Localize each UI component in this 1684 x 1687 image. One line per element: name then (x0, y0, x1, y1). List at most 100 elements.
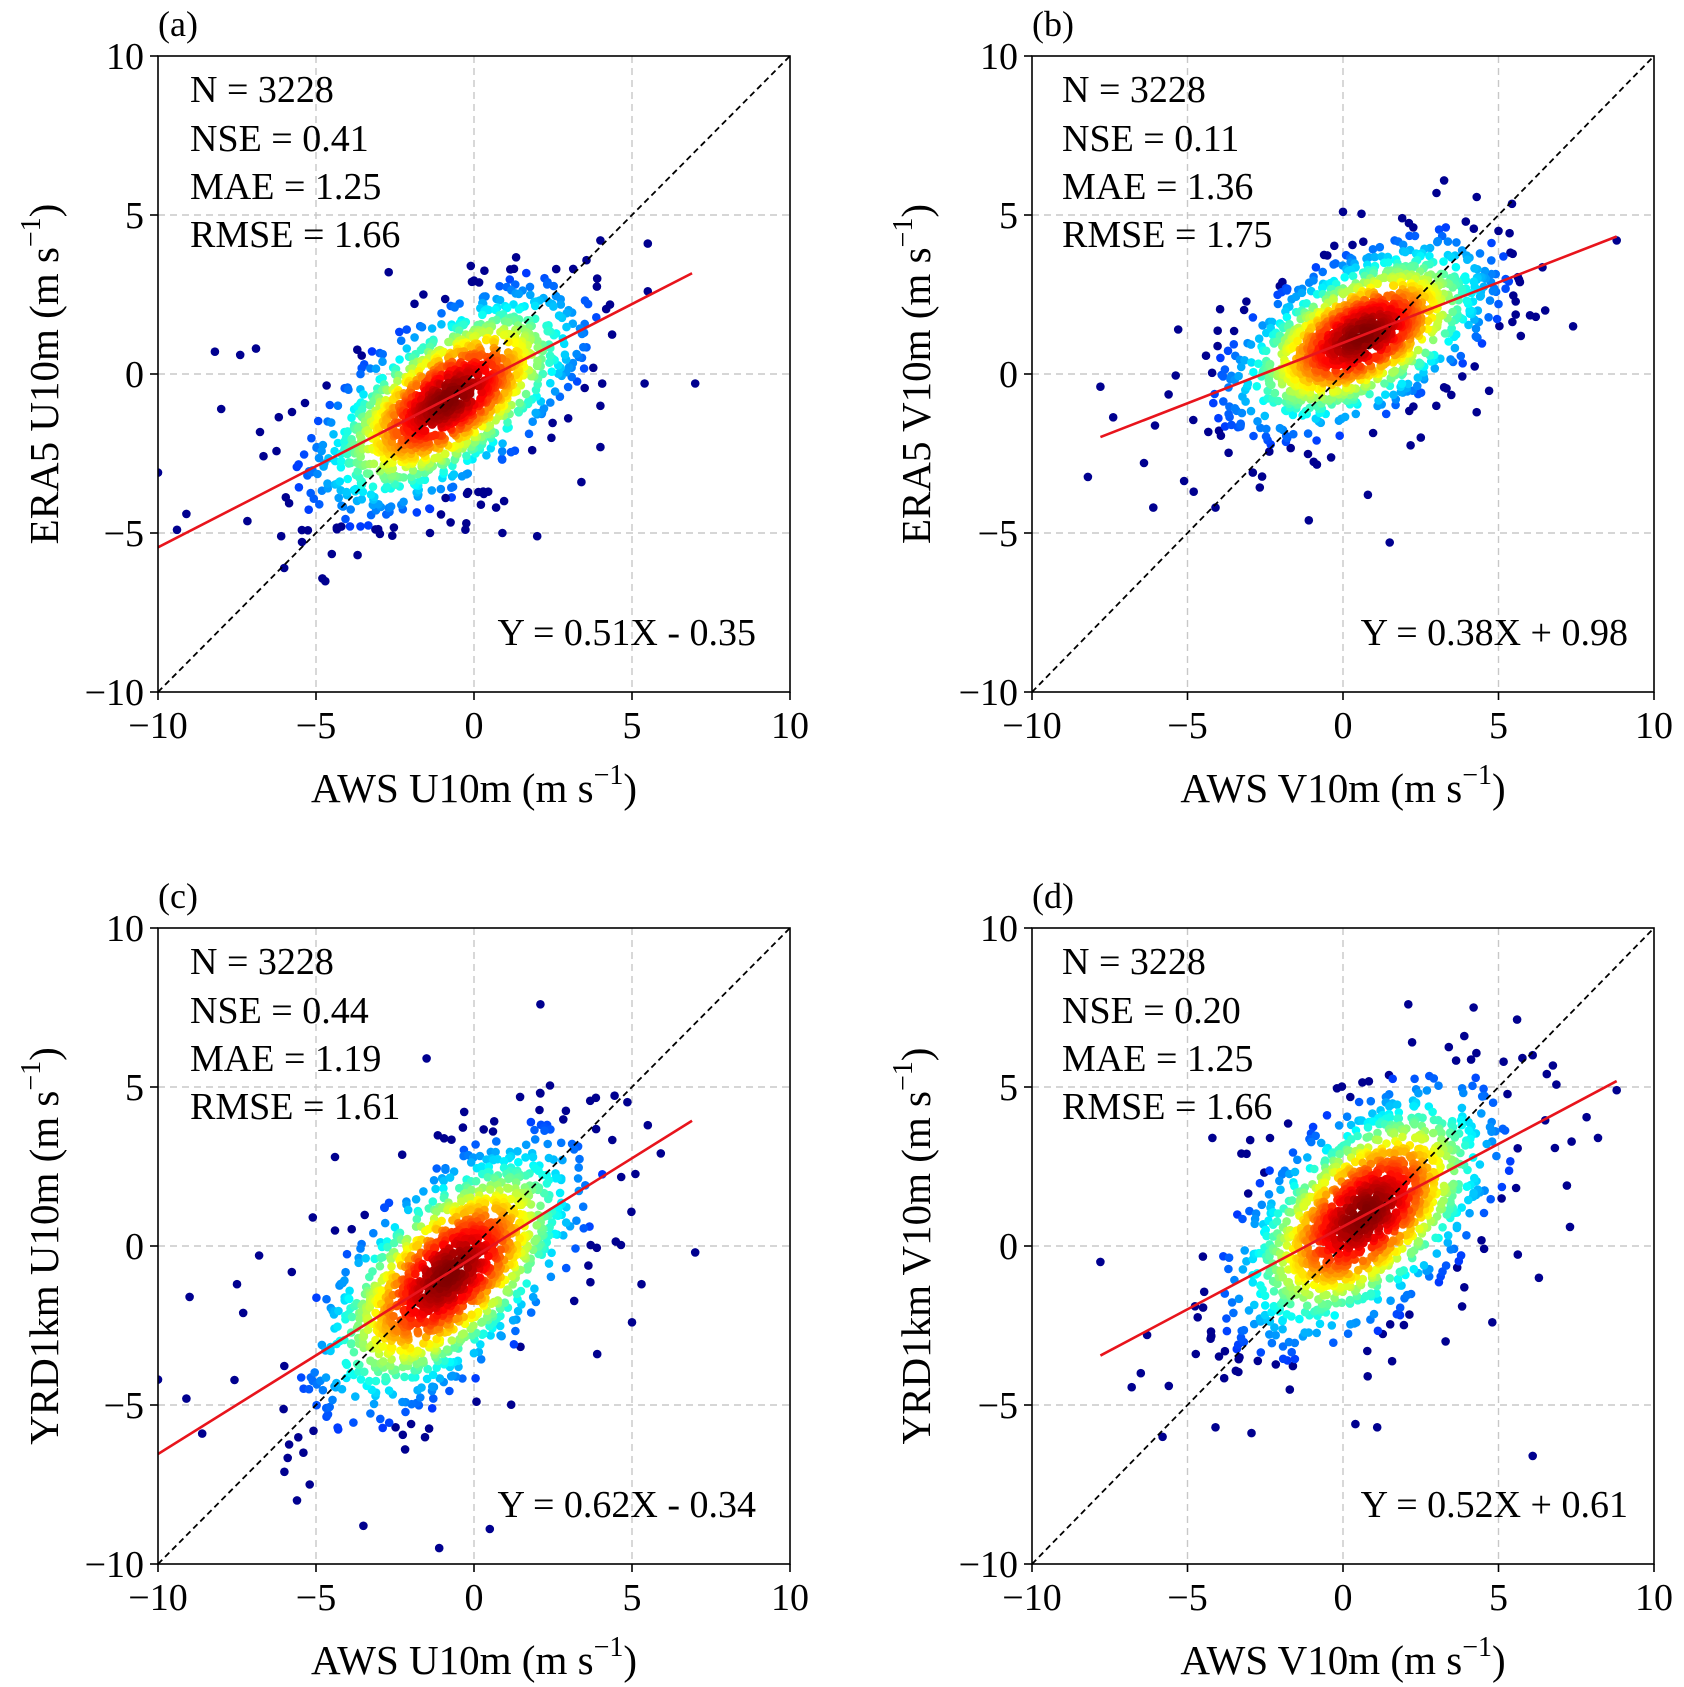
data-point (287, 407, 297, 417)
data-point (445, 1173, 455, 1182)
data-point (1209, 398, 1218, 408)
data-point (402, 344, 412, 353)
data-point (357, 351, 367, 360)
data-point (364, 521, 373, 530)
scatter-points (1083, 176, 1621, 547)
data-point (1381, 390, 1390, 400)
data-point (437, 320, 446, 329)
data-point (322, 1294, 331, 1304)
data-point (547, 367, 557, 377)
data-point (274, 412, 284, 422)
data-point (333, 401, 343, 411)
data-point (1248, 313, 1258, 322)
data-point (492, 1137, 501, 1146)
data-point (503, 417, 512, 427)
data-point (336, 456, 346, 466)
data-point (1288, 1361, 1298, 1371)
data-point (446, 1372, 456, 1381)
data-point (1293, 1155, 1302, 1165)
data-point (1338, 207, 1348, 217)
data-point (533, 343, 542, 352)
data-point (560, 350, 570, 360)
data-point (412, 1214, 422, 1224)
data-point (454, 326, 464, 335)
data-point (1504, 1166, 1514, 1175)
data-point (396, 336, 406, 346)
data-point (388, 531, 397, 540)
data-point (389, 1311, 398, 1321)
data-point (515, 1234, 524, 1243)
data-point (467, 1331, 477, 1340)
data-point (1479, 1084, 1488, 1094)
data-point (1222, 1314, 1231, 1323)
data-point (402, 325, 412, 334)
data-point (387, 1262, 396, 1271)
data-point (1310, 1164, 1319, 1174)
data-point (439, 467, 449, 476)
data-point (297, 537, 307, 547)
data-point (458, 1123, 468, 1132)
data-point (355, 1314, 365, 1324)
data-point (1444, 1042, 1454, 1052)
data-point (1322, 1111, 1332, 1120)
data-point (356, 1244, 365, 1253)
data-point (1495, 321, 1504, 331)
x-tick-label: −5 (296, 1577, 336, 1619)
data-point (1240, 1246, 1249, 1255)
data-point (1373, 1326, 1383, 1336)
data-point (1441, 1261, 1451, 1270)
data-point (1285, 1385, 1295, 1394)
data-point (381, 1372, 390, 1382)
data-point (1444, 337, 1453, 346)
data-point (589, 363, 598, 373)
data-point (1224, 1253, 1234, 1262)
data-point (479, 1125, 489, 1134)
data-point (611, 1237, 621, 1246)
data-point (445, 1386, 454, 1396)
data-point (533, 356, 542, 366)
data-point (466, 1193, 475, 1202)
data-point (397, 1150, 407, 1159)
data-point (1278, 1342, 1288, 1351)
data-point (318, 1385, 328, 1395)
data-point (1193, 1313, 1202, 1322)
data-point (1513, 1250, 1523, 1259)
data-point (1438, 1223, 1447, 1232)
data-point (556, 1138, 566, 1148)
data-point (504, 318, 513, 327)
data-point (608, 1135, 617, 1145)
data-point (1494, 299, 1503, 309)
data-point (1239, 305, 1249, 315)
data-point (623, 1097, 632, 1107)
data-point (1198, 1303, 1208, 1312)
data-point (1508, 317, 1517, 327)
data-point (1303, 429, 1313, 438)
data-point (482, 451, 491, 460)
data-point (1282, 1310, 1292, 1319)
data-point (1485, 1122, 1495, 1132)
data-point (389, 1238, 399, 1248)
data-point (497, 454, 507, 464)
data-point (1469, 224, 1479, 233)
data-point (442, 1345, 452, 1354)
data-point (1471, 332, 1481, 341)
data-point (1340, 273, 1349, 282)
data-point (1189, 415, 1198, 425)
data-point (384, 267, 394, 277)
data-point (313, 416, 323, 426)
data-point (542, 1179, 552, 1188)
data-point (280, 1361, 289, 1371)
data-point (562, 322, 571, 332)
data-point (513, 1306, 523, 1316)
data-point (1189, 487, 1198, 497)
data-point (592, 313, 601, 322)
data-point (294, 483, 304, 492)
data-point (1387, 1356, 1397, 1366)
data-point (1369, 1309, 1379, 1319)
data-point (1275, 1176, 1284, 1186)
data-point (1219, 397, 1228, 406)
data-point (341, 514, 350, 524)
data-point (1229, 1308, 1238, 1318)
data-point (346, 505, 356, 514)
